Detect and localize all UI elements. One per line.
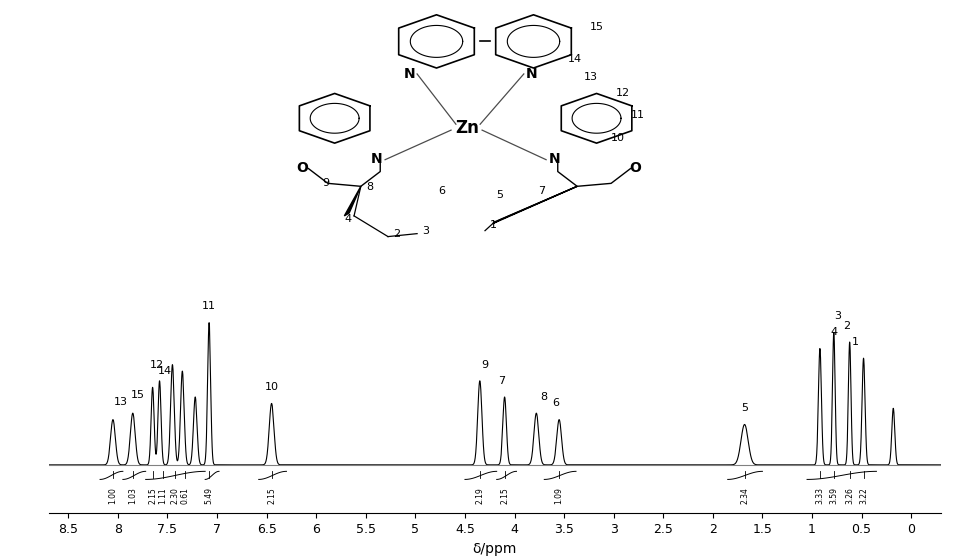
Text: 11: 11 (630, 110, 643, 121)
Text: 14: 14 (157, 366, 172, 376)
Text: 5: 5 (496, 190, 503, 200)
Text: 10: 10 (610, 133, 624, 143)
Text: 10: 10 (265, 382, 278, 392)
X-axis label: δ/ppm: δ/ppm (472, 542, 516, 556)
Text: 7: 7 (497, 376, 505, 386)
Text: 3.59: 3.59 (828, 488, 837, 504)
Text: 1.03: 1.03 (128, 488, 138, 504)
Text: 1.09: 1.09 (554, 488, 563, 504)
Text: 9: 9 (322, 179, 328, 188)
Text: 2.15: 2.15 (148, 488, 157, 504)
Text: 9: 9 (481, 359, 487, 369)
Text: 1: 1 (851, 337, 859, 347)
Text: 6: 6 (552, 398, 559, 408)
Text: N: N (525, 67, 537, 81)
Text: 5: 5 (740, 403, 747, 413)
Text: 8: 8 (366, 182, 373, 193)
Text: 15: 15 (131, 390, 144, 400)
Text: 3.22: 3.22 (859, 488, 867, 504)
Text: 12: 12 (149, 359, 164, 369)
Text: 5.49: 5.49 (204, 488, 213, 504)
Polygon shape (492, 186, 577, 224)
Text: 3.26: 3.26 (844, 488, 854, 504)
Text: N: N (403, 67, 415, 81)
Text: 8: 8 (540, 392, 547, 402)
Text: 2: 2 (392, 229, 399, 239)
Text: 2.15: 2.15 (266, 488, 276, 504)
Text: Zn: Zn (455, 119, 479, 137)
Text: 2.19: 2.19 (475, 488, 484, 504)
Text: 3.33: 3.33 (815, 488, 824, 504)
Text: 0.61: 0.61 (180, 488, 190, 504)
Text: 3: 3 (833, 311, 840, 321)
Text: 13: 13 (113, 397, 128, 407)
Text: 13: 13 (583, 72, 597, 82)
Text: 4: 4 (344, 214, 351, 224)
Text: 1: 1 (489, 220, 496, 230)
Text: O: O (297, 161, 308, 175)
Text: 2: 2 (842, 321, 850, 331)
Text: 1.00: 1.00 (109, 488, 117, 504)
Text: 12: 12 (615, 88, 630, 98)
Polygon shape (344, 186, 360, 216)
Text: 2.15: 2.15 (500, 488, 509, 504)
Text: 6: 6 (438, 186, 445, 196)
Text: N: N (548, 152, 560, 166)
Text: 4: 4 (829, 327, 836, 337)
Text: 1.11: 1.11 (158, 488, 167, 504)
Text: N: N (370, 152, 382, 166)
Text: 11: 11 (202, 301, 216, 311)
Text: 2.30: 2.30 (171, 488, 179, 504)
Text: O: O (629, 161, 641, 175)
Text: 7: 7 (538, 186, 545, 196)
Text: 3: 3 (422, 225, 428, 235)
Text: 15: 15 (589, 22, 603, 32)
Text: 14: 14 (567, 54, 581, 64)
Text: 2.34: 2.34 (739, 488, 748, 504)
